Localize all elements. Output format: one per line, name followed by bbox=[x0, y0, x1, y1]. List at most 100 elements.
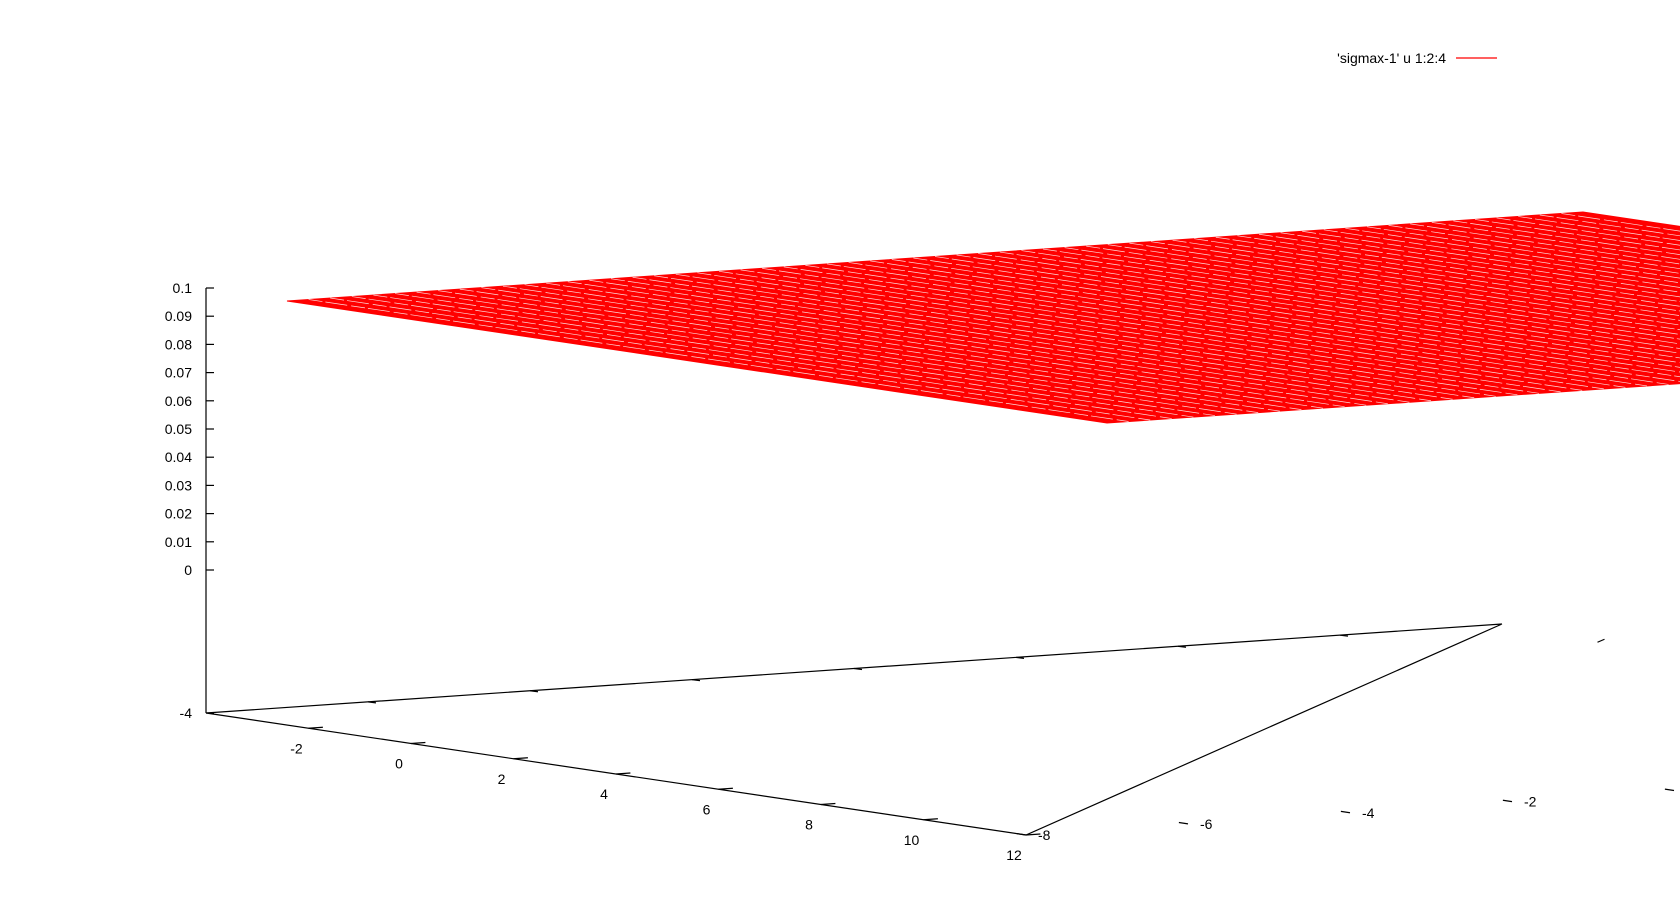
base-axes bbox=[205, 623, 1675, 836]
surface-mesh-line bbox=[1215, 236, 1680, 307]
surface-mesh-line bbox=[718, 270, 1540, 394]
surface-mesh-line bbox=[438, 290, 1259, 413]
surface-mesh-line bbox=[870, 260, 1680, 382]
surface-mesh-line bbox=[1021, 250, 1680, 349]
surface-mesh-line bbox=[740, 269, 1561, 393]
surface-mesh-line bbox=[416, 291, 1237, 415]
y-back-tick-mark bbox=[367, 701, 377, 704]
surface-mesh-line bbox=[394, 293, 1216, 416]
surface-mesh-line bbox=[1129, 242, 1680, 326]
surface-mesh-line bbox=[1064, 247, 1680, 340]
surface-mesh-line bbox=[308, 299, 1129, 422]
z-tick-label: 0.01 bbox=[165, 534, 192, 550]
z-tick-label: -4 bbox=[180, 705, 193, 721]
z-tick-label: 0 bbox=[184, 562, 192, 578]
surface-mesh-line bbox=[891, 259, 1680, 378]
y-back-tick-mark bbox=[529, 690, 539, 693]
y-tick-label: -8 bbox=[1038, 827, 1051, 843]
surface-mesh-line bbox=[1280, 232, 1680, 293]
x-tick-mark bbox=[308, 726, 323, 729]
surface-mesh-line bbox=[805, 265, 1626, 388]
surface-mesh-line bbox=[330, 297, 1151, 421]
x-tick-mark bbox=[615, 772, 631, 775]
x-tick-label: 6 bbox=[703, 801, 711, 817]
y-back-tick-mark bbox=[853, 667, 863, 671]
x-tick-label: 4 bbox=[600, 786, 608, 802]
y-back-tick-mark bbox=[1015, 656, 1025, 659]
x-tick-mark bbox=[718, 787, 733, 790]
surface-mesh-line bbox=[1388, 225, 1680, 270]
surface-mesh-line bbox=[934, 256, 1680, 368]
surface-mesh-line bbox=[697, 272, 1518, 396]
surface-mesh-line bbox=[567, 281, 1388, 405]
surface-mesh-line bbox=[1453, 220, 1680, 255]
x-tick-label: 10 bbox=[904, 832, 920, 848]
z-tick-label: 0.1 bbox=[173, 280, 193, 296]
surface-mesh-line bbox=[1150, 241, 1680, 321]
legend-label: 'sigmax-1' u 1:2:4 bbox=[1337, 50, 1446, 66]
x-tick-mark bbox=[820, 802, 836, 806]
surface-mesh-line bbox=[589, 279, 1410, 403]
surface-mesh-line bbox=[1496, 217, 1680, 246]
surface-mesh-line bbox=[1539, 214, 1680, 237]
z-tick-label: 0.06 bbox=[165, 393, 192, 409]
surface-mesh-line bbox=[546, 282, 1367, 406]
surface-mesh-line bbox=[1237, 235, 1680, 302]
z-tick-label: 0.04 bbox=[165, 449, 192, 465]
surface-mesh-line bbox=[783, 266, 1604, 390]
surface-mesh-line bbox=[675, 273, 1496, 397]
surface-mesh-line bbox=[1366, 226, 1680, 274]
x-tick-mark bbox=[923, 818, 938, 821]
x-back-tick-mark bbox=[1597, 638, 1605, 643]
surface-mesh-line bbox=[1431, 222, 1680, 260]
y-tick-mark bbox=[1340, 810, 1351, 814]
surface-mesh-line bbox=[524, 284, 1345, 408]
x-tick-mark bbox=[410, 741, 426, 745]
surface-mesh-line bbox=[1086, 245, 1680, 335]
x-tick-label: 8 bbox=[805, 817, 813, 833]
x-tick-label: -2 bbox=[290, 740, 303, 756]
z-tick-label: 0.08 bbox=[165, 336, 192, 352]
surface-mesh-line bbox=[956, 254, 1680, 363]
surface-mesh-line bbox=[1172, 239, 1680, 317]
surface-mesh-line bbox=[373, 294, 1194, 418]
surface-mesh-line bbox=[1474, 219, 1680, 251]
z-tick-label: 0.09 bbox=[165, 308, 192, 324]
surface-mesh-line bbox=[654, 275, 1475, 399]
y-back-tick-mark bbox=[691, 679, 701, 682]
y-tick-mark bbox=[1178, 821, 1189, 825]
y-tick-label: -6 bbox=[1200, 816, 1213, 832]
surface-mesh-line bbox=[826, 263, 1648, 387]
surface-mesh-line bbox=[1258, 233, 1680, 298]
z-tick-label: 0.05 bbox=[165, 421, 192, 437]
surface-mesh-line bbox=[351, 296, 1172, 419]
surface-mesh-line bbox=[1410, 223, 1680, 265]
surface-mesh-line bbox=[610, 278, 1432, 402]
surface-mesh-line bbox=[1345, 227, 1680, 279]
surface-mesh-line bbox=[999, 251, 1680, 354]
surface-mesh-line bbox=[1107, 244, 1680, 331]
y-tick-label: -2 bbox=[1524, 794, 1537, 810]
surface-mesh-line bbox=[502, 285, 1324, 409]
surface-mesh-line bbox=[1194, 238, 1680, 312]
y-tick-mark bbox=[1502, 799, 1513, 803]
surface-mesh-line bbox=[1302, 230, 1680, 288]
surface-mesh-line bbox=[978, 253, 1680, 359]
z-tick-label: 0.02 bbox=[165, 506, 192, 522]
surface bbox=[286, 211, 1680, 424]
surface-mesh-line bbox=[1518, 216, 1680, 241]
y-tick-label: -4 bbox=[1362, 805, 1375, 821]
surface-mesh-line bbox=[848, 262, 1669, 385]
z-tick-label: 0.07 bbox=[165, 365, 192, 381]
legend: 'sigmax-1' u 1:2:4 bbox=[1337, 50, 1497, 66]
surface-mesh-line bbox=[1323, 229, 1680, 284]
x-tick-mark bbox=[513, 757, 528, 760]
x-tick-mark bbox=[1025, 833, 1041, 836]
surface-mesh-line bbox=[481, 287, 1302, 410]
x-tick-label: 12 bbox=[1006, 847, 1022, 863]
surface-mesh-line bbox=[762, 268, 1583, 391]
surface-mesh-line bbox=[1042, 248, 1680, 345]
y-tick-mark bbox=[1664, 788, 1675, 792]
y-back-tick-mark bbox=[1177, 645, 1187, 648]
